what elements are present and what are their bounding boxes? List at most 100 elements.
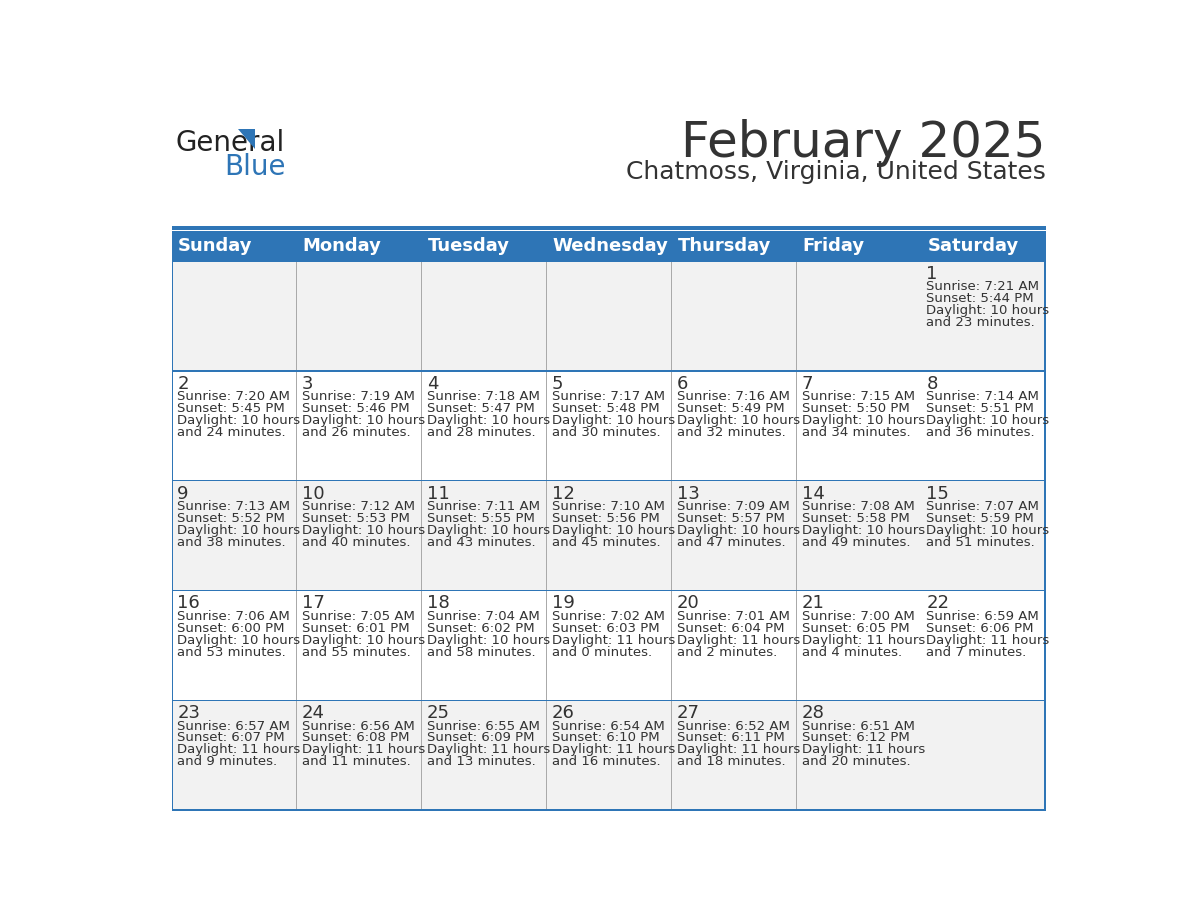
Text: Sunrise: 7:00 AM: Sunrise: 7:00 AM [802, 610, 915, 622]
Text: and 11 minutes.: and 11 minutes. [302, 756, 411, 768]
Text: Daylight: 11 hours: Daylight: 11 hours [802, 744, 924, 756]
Text: and 36 minutes.: and 36 minutes. [927, 426, 1035, 439]
Text: Thursday: Thursday [677, 237, 771, 255]
Text: and 2 minutes.: and 2 minutes. [677, 645, 777, 658]
Text: Daylight: 10 hours: Daylight: 10 hours [802, 414, 924, 427]
Text: and 26 minutes.: and 26 minutes. [302, 426, 411, 439]
Text: 3: 3 [302, 375, 314, 393]
Text: Sunset: 6:00 PM: Sunset: 6:00 PM [177, 621, 285, 634]
Text: Sunrise: 7:09 AM: Sunrise: 7:09 AM [677, 500, 790, 513]
Text: and 43 minutes.: and 43 minutes. [426, 536, 536, 549]
Text: Daylight: 11 hours: Daylight: 11 hours [426, 744, 550, 756]
Text: and 20 minutes.: and 20 minutes. [802, 756, 910, 768]
Text: and 7 minutes.: and 7 minutes. [927, 645, 1026, 658]
Text: Sunset: 5:57 PM: Sunset: 5:57 PM [677, 512, 784, 525]
Text: and 45 minutes.: and 45 minutes. [552, 536, 661, 549]
Text: 27: 27 [677, 704, 700, 722]
Text: Sunrise: 6:54 AM: Sunrise: 6:54 AM [552, 720, 664, 733]
Text: Sunset: 5:58 PM: Sunset: 5:58 PM [802, 512, 909, 525]
Text: 10: 10 [302, 485, 324, 502]
Text: and 40 minutes.: and 40 minutes. [302, 536, 411, 549]
Text: 2: 2 [177, 375, 189, 393]
Text: 15: 15 [927, 485, 949, 502]
Text: Daylight: 10 hours: Daylight: 10 hours [552, 524, 675, 537]
Text: Daylight: 10 hours: Daylight: 10 hours [426, 633, 550, 646]
Text: Sunrise: 7:13 AM: Sunrise: 7:13 AM [177, 500, 290, 513]
Text: 16: 16 [177, 594, 200, 612]
Polygon shape [238, 129, 254, 150]
Text: Sunrise: 6:56 AM: Sunrise: 6:56 AM [302, 720, 415, 733]
Text: Sunset: 6:02 PM: Sunset: 6:02 PM [426, 621, 535, 634]
Text: 20: 20 [677, 594, 700, 612]
Text: Daylight: 10 hours: Daylight: 10 hours [426, 524, 550, 537]
Text: Daylight: 11 hours: Daylight: 11 hours [677, 633, 800, 646]
Bar [172, 261, 1045, 262]
Text: and 23 minutes.: and 23 minutes. [927, 316, 1035, 330]
Text: Daylight: 10 hours: Daylight: 10 hours [302, 524, 425, 537]
Text: 5: 5 [552, 375, 563, 393]
Text: Daylight: 11 hours: Daylight: 11 hours [552, 633, 675, 646]
Bar [172, 370, 1045, 480]
Text: Daylight: 10 hours: Daylight: 10 hours [677, 524, 800, 537]
Text: and 34 minutes.: and 34 minutes. [802, 426, 910, 439]
Text: and 0 minutes.: and 0 minutes. [552, 645, 652, 658]
Text: Sunset: 6:06 PM: Sunset: 6:06 PM [927, 621, 1034, 634]
Text: Sunrise: 7:01 AM: Sunrise: 7:01 AM [677, 610, 790, 622]
Text: Daylight: 10 hours: Daylight: 10 hours [802, 524, 924, 537]
Text: Sunrise: 6:52 AM: Sunrise: 6:52 AM [677, 720, 790, 733]
Bar [172, 480, 1045, 481]
Text: Daylight: 10 hours: Daylight: 10 hours [677, 414, 800, 427]
Text: General: General [176, 129, 285, 157]
Text: Sunrise: 7:20 AM: Sunrise: 7:20 AM [177, 390, 290, 403]
Text: Sunset: 6:09 PM: Sunset: 6:09 PM [426, 732, 535, 744]
Text: Sunrise: 7:14 AM: Sunrise: 7:14 AM [927, 390, 1040, 403]
Text: Saturday: Saturday [928, 237, 1018, 255]
Text: Daylight: 11 hours: Daylight: 11 hours [677, 744, 800, 756]
Text: and 4 minutes.: and 4 minutes. [802, 645, 902, 658]
Text: Sunset: 6:03 PM: Sunset: 6:03 PM [552, 621, 659, 634]
Text: Sunset: 6:08 PM: Sunset: 6:08 PM [302, 732, 410, 744]
Bar [172, 810, 1045, 811]
Text: 7: 7 [802, 375, 813, 393]
Text: Monday: Monday [303, 237, 381, 255]
Text: 11: 11 [426, 485, 450, 502]
Text: Sunset: 5:56 PM: Sunset: 5:56 PM [552, 512, 659, 525]
Text: and 55 minutes.: and 55 minutes. [302, 645, 411, 658]
Bar [172, 589, 1045, 591]
Text: and 18 minutes.: and 18 minutes. [677, 756, 785, 768]
Text: Sunrise: 6:57 AM: Sunrise: 6:57 AM [177, 720, 290, 733]
Text: Sunset: 6:04 PM: Sunset: 6:04 PM [677, 621, 784, 634]
Bar [172, 700, 1045, 810]
Text: and 28 minutes.: and 28 minutes. [426, 426, 536, 439]
Text: 9: 9 [177, 485, 189, 502]
Text: Friday: Friday [802, 237, 865, 255]
Text: Sunset: 6:12 PM: Sunset: 6:12 PM [802, 732, 909, 744]
Text: Daylight: 11 hours: Daylight: 11 hours [177, 744, 301, 756]
Text: Sunset: 5:51 PM: Sunset: 5:51 PM [927, 402, 1035, 415]
Text: Daylight: 10 hours: Daylight: 10 hours [927, 304, 1050, 318]
Text: Sunset: 6:10 PM: Sunset: 6:10 PM [552, 732, 659, 744]
Text: Sunrise: 7:18 AM: Sunrise: 7:18 AM [426, 390, 539, 403]
Text: Chatmoss, Virginia, United States: Chatmoss, Virginia, United States [626, 161, 1045, 185]
Text: Sunset: 6:11 PM: Sunset: 6:11 PM [677, 732, 784, 744]
Bar [172, 480, 1045, 589]
Text: Sunrise: 7:17 AM: Sunrise: 7:17 AM [552, 390, 665, 403]
Text: Sunset: 6:01 PM: Sunset: 6:01 PM [302, 621, 410, 634]
Text: Sunrise: 6:55 AM: Sunrise: 6:55 AM [426, 720, 539, 733]
Text: Daylight: 10 hours: Daylight: 10 hours [177, 414, 301, 427]
Text: Daylight: 10 hours: Daylight: 10 hours [927, 414, 1050, 427]
Text: 28: 28 [802, 704, 824, 722]
Text: Sunrise: 7:06 AM: Sunrise: 7:06 AM [177, 610, 290, 622]
Text: Daylight: 11 hours: Daylight: 11 hours [552, 744, 675, 756]
Text: Sunset: 5:46 PM: Sunset: 5:46 PM [302, 402, 410, 415]
Text: Daylight: 10 hours: Daylight: 10 hours [302, 633, 425, 646]
Text: Daylight: 11 hours: Daylight: 11 hours [802, 633, 924, 646]
Text: Sunset: 6:05 PM: Sunset: 6:05 PM [802, 621, 909, 634]
Text: Sunrise: 7:05 AM: Sunrise: 7:05 AM [302, 610, 415, 622]
Text: Daylight: 10 hours: Daylight: 10 hours [302, 414, 425, 427]
Text: Daylight: 10 hours: Daylight: 10 hours [177, 524, 301, 537]
Text: 26: 26 [552, 704, 575, 722]
Bar [172, 700, 1045, 701]
Text: and 47 minutes.: and 47 minutes. [677, 536, 785, 549]
Text: Blue: Blue [225, 152, 286, 181]
